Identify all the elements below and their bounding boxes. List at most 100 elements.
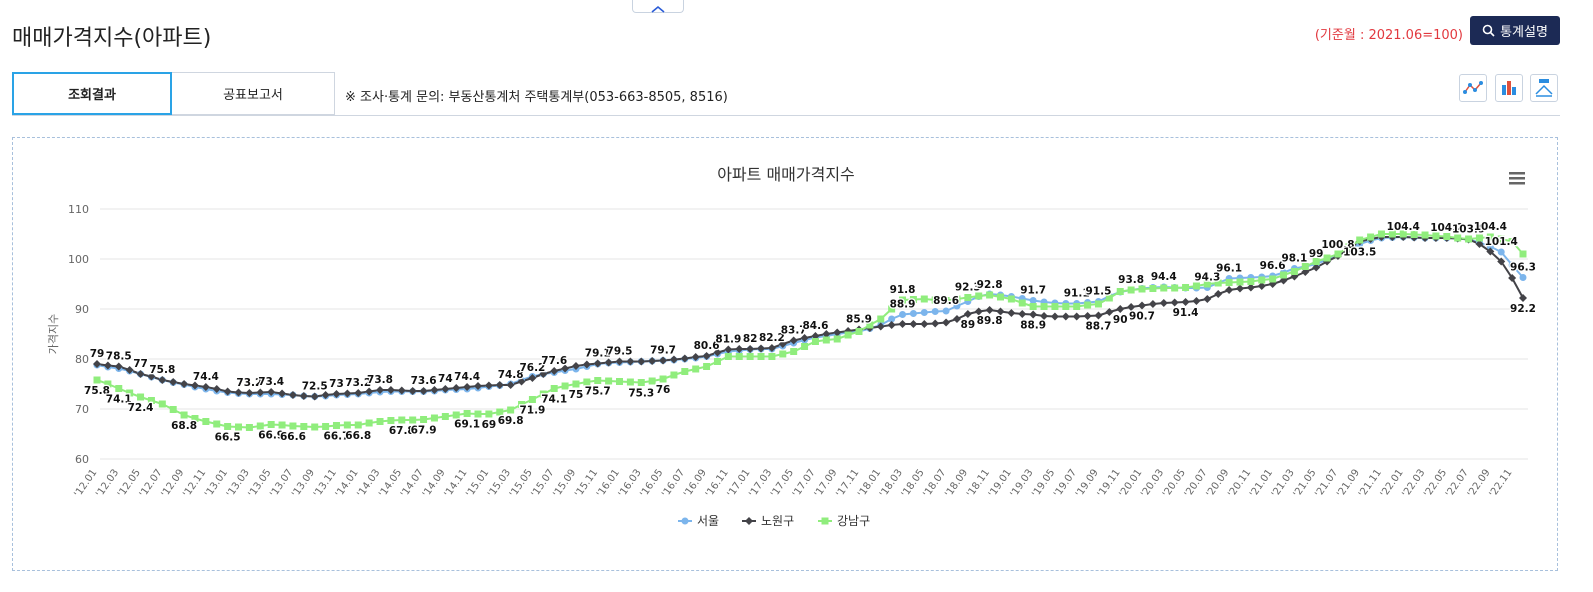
point: [126, 389, 134, 397]
point: [419, 387, 428, 395]
point: [768, 353, 776, 360]
point: [1257, 282, 1266, 290]
table-icon[interactable]: [1530, 74, 1558, 102]
y-tick-label: 60: [75, 453, 89, 466]
point: [158, 400, 166, 408]
data-label: 75.8: [149, 364, 175, 376]
data-label: 80.6: [694, 340, 720, 352]
data-label: 74: [438, 373, 453, 385]
point: [1497, 248, 1505, 256]
point: [1192, 297, 1201, 305]
point: [1127, 286, 1135, 294]
line-chart-icon[interactable]: [1459, 74, 1487, 102]
legend-label: 노원구: [761, 514, 794, 528]
point: [931, 308, 939, 315]
point: [1050, 312, 1059, 321]
data-label: 66.5: [215, 432, 241, 444]
point: [256, 388, 265, 397]
point: [985, 306, 994, 314]
point: [669, 355, 678, 364]
point: [757, 344, 766, 353]
collapse-tab[interactable]: [632, 0, 684, 13]
data-label: 74.1: [541, 394, 567, 406]
bar-chart-icon[interactable]: [1495, 74, 1523, 102]
point: [898, 320, 907, 328]
point: [615, 357, 624, 366]
point: [942, 318, 951, 327]
data-label: 91.4: [1173, 307, 1199, 319]
data-label: 83.7: [781, 325, 807, 337]
point: [1367, 233, 1375, 241]
point: [1508, 238, 1516, 245]
tab-active[interactable]: 조회결과: [12, 72, 172, 115]
data-label: 75.3: [628, 388, 654, 400]
data-label: 72.4: [128, 402, 154, 414]
data-label: 73.2: [236, 377, 262, 389]
point: [996, 307, 1005, 316]
point: [1062, 303, 1070, 310]
point: [952, 315, 961, 323]
data-label: 103.9: [1452, 224, 1485, 236]
point: [507, 406, 515, 414]
point: [169, 406, 177, 413]
data-label: 66.9: [258, 430, 284, 442]
point: [561, 382, 569, 390]
point: [267, 388, 276, 396]
point: [1345, 243, 1353, 251]
data-label: 77.6: [541, 355, 567, 367]
point: [583, 378, 591, 386]
point: [409, 416, 417, 424]
point: [517, 377, 526, 386]
data-label: 92.2: [1510, 303, 1536, 315]
point: [626, 378, 634, 386]
data-label: 78.5: [106, 351, 132, 363]
data-label: 88.7: [1086, 321, 1112, 333]
point: [953, 302, 961, 310]
point: [920, 320, 929, 328]
y-axis-label: 가격지수: [47, 314, 60, 354]
data-label: 88.9: [890, 299, 916, 311]
point: [365, 387, 374, 396]
point: [114, 362, 123, 371]
point: [648, 357, 657, 365]
point: [234, 388, 243, 397]
point: [332, 422, 340, 429]
data-label: 69.8: [498, 415, 524, 427]
page-title: 매매가격지수(아파트): [12, 26, 212, 51]
point: [267, 421, 275, 428]
point: [1236, 278, 1244, 286]
legend-marker: [821, 517, 829, 525]
point: [681, 368, 689, 375]
point: [463, 383, 472, 391]
point: [180, 411, 188, 419]
point: [594, 377, 602, 384]
tab[interactable]: 공표보고서: [172, 72, 335, 115]
point: [909, 310, 917, 317]
point: [942, 297, 950, 304]
point: [1258, 276, 1266, 284]
point: [1029, 303, 1037, 310]
stat-info-button[interactable]: 통계설명: [1470, 16, 1560, 45]
point: [931, 319, 940, 328]
data-label: 96.6: [1260, 260, 1286, 272]
point: [953, 295, 961, 303]
point: [354, 389, 363, 397]
point: [103, 361, 112, 370]
point: [1399, 230, 1407, 238]
data-label: 75.7: [585, 386, 611, 398]
point: [1160, 284, 1168, 292]
menu-icon[interactable]: [1509, 172, 1525, 185]
data-label: 89.6: [933, 295, 959, 307]
data-label: 74.8: [498, 369, 524, 381]
point: [1235, 284, 1244, 293]
point: [1159, 299, 1168, 307]
point: [1018, 310, 1027, 318]
data-label: 89: [961, 319, 976, 331]
point: [800, 334, 809, 342]
point: [1072, 312, 1081, 321]
data-label: 103.5: [1343, 247, 1376, 259]
data-label: 101.4: [1485, 236, 1518, 248]
point: [397, 386, 406, 395]
base-month-note: (기준월 : 2021.06=100): [1314, 28, 1463, 43]
data-label: 99: [1309, 248, 1324, 260]
